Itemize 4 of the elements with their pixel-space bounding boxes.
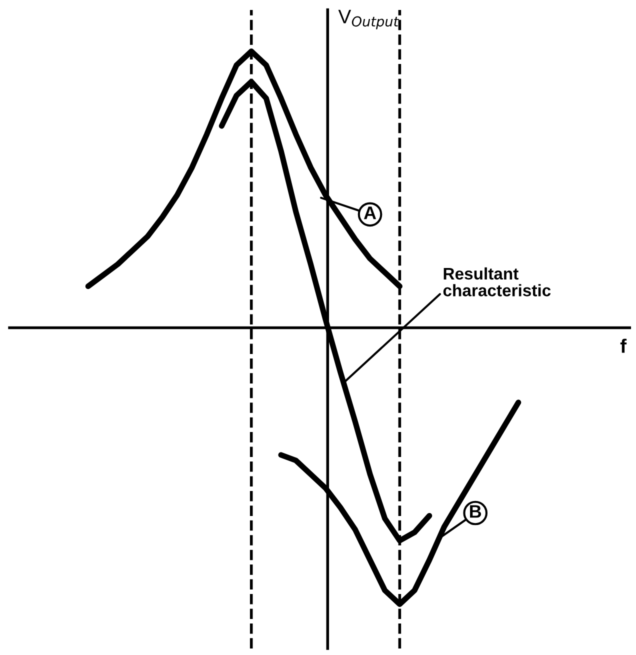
text: Resultant characteristic [443,267,551,296]
x-axis-title: f [620,338,627,353]
series-label: B [470,505,482,518]
legend-label: A [364,206,376,220]
